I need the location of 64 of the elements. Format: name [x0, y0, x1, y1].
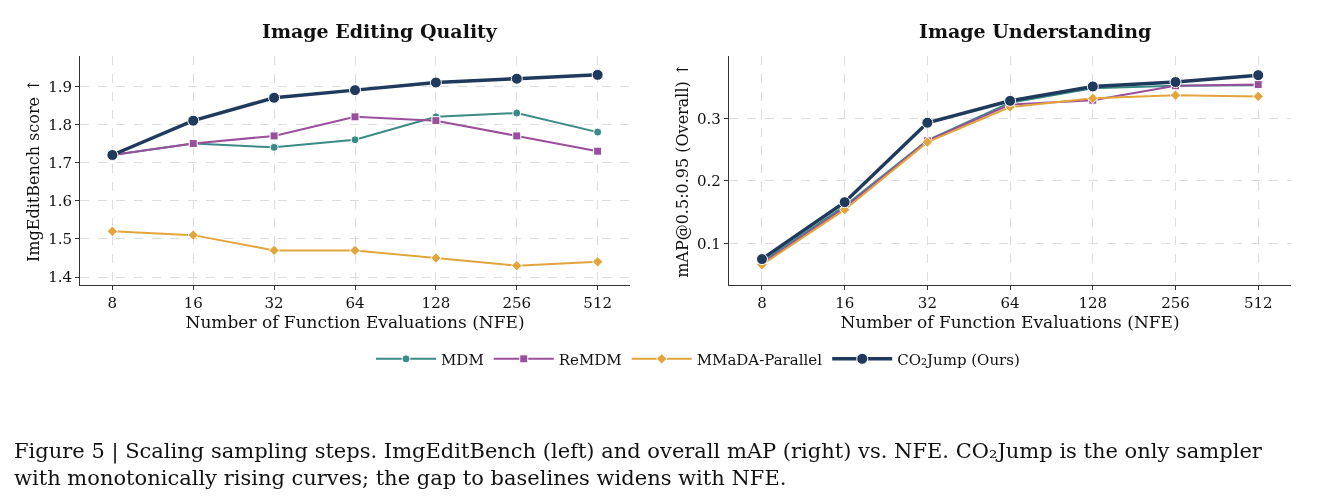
x-axis-title: Number of Function Evaluations (NFE) [185, 311, 525, 332]
x-tick-label: 256 [1161, 293, 1190, 312]
chart-title: Image Editing Quality [262, 20, 498, 42]
y-tick-label: 1.7 [48, 153, 72, 172]
y-tick-label: 1.5 [48, 230, 72, 249]
point [591, 68, 604, 81]
legend-label: MDM [441, 350, 484, 369]
point [1252, 90, 1264, 103]
x-tick-label: 16 [183, 293, 203, 312]
point [269, 131, 279, 141]
point [431, 116, 441, 126]
y-tick-label: 1.8 [48, 115, 72, 134]
point [350, 135, 360, 145]
x-tick-label: 64 [1000, 293, 1020, 312]
point [349, 84, 362, 97]
x-tick-label: 32 [264, 293, 284, 312]
y-tick-label: 1.6 [48, 192, 72, 211]
point [268, 91, 281, 104]
x-tick-label: 128 [1078, 293, 1108, 312]
x-tick-label: 8 [107, 293, 118, 312]
point [187, 229, 199, 241]
x-tick-label: 8 [757, 293, 767, 312]
y-tick-label: 0.1 [697, 234, 721, 253]
point [1169, 76, 1182, 89]
point [268, 244, 280, 257]
caption: Figure 5 | Scaling sampling steps. ImgEditBench (left) and overall mAP (right) vs. NFE. CO₂Jump is the only sampler with monotonically rising curves; the gap to baselines widens with NFE. [14, 439, 1263, 491]
legend-label: MMaDA-Parallel [696, 350, 823, 369]
point [1169, 89, 1182, 101]
legend-label: CO₂Jump (Ours) [897, 350, 1020, 369]
point [593, 146, 603, 156]
point [1252, 69, 1265, 82]
point [755, 253, 768, 266]
y-tick-label: 1.4 [48, 268, 72, 287]
point [430, 252, 442, 264]
point [512, 131, 522, 141]
y-axis-title: mAP@0.5:0.95 (Overall) ↑ [672, 62, 692, 278]
point [349, 244, 361, 257]
x-axis-title: Number of Function Evaluations (NFE) [840, 311, 1180, 332]
x-tick-label: 32 [917, 293, 937, 312]
point [838, 196, 851, 209]
point [512, 108, 522, 118]
x-tick-label: 64 [345, 293, 365, 312]
x-tick-label: 256 [502, 293, 532, 312]
point [593, 127, 603, 137]
x-tick-label: 128 [421, 293, 451, 312]
point [350, 112, 360, 122]
point [511, 259, 523, 272]
point [921, 116, 934, 129]
point [429, 76, 442, 89]
y-tick-label: 1.9 [48, 77, 72, 96]
point [187, 114, 200, 127]
point [1004, 94, 1017, 107]
point [106, 225, 119, 238]
point [269, 142, 279, 152]
y-tick-label: 0.3 [697, 109, 721, 128]
x-tick-label: 512 [1243, 293, 1273, 312]
chart-title: Image Understanding [919, 20, 1152, 42]
x-tick-label: 512 [583, 293, 612, 312]
y-axis-title: ImgEditBench score ↑ [24, 78, 44, 263]
legend-label: ReMDM [558, 350, 622, 369]
point [510, 72, 523, 85]
y-tick-label: 0.2 [697, 172, 721, 191]
point [591, 256, 604, 268]
x-tick-label: 16 [835, 293, 855, 312]
